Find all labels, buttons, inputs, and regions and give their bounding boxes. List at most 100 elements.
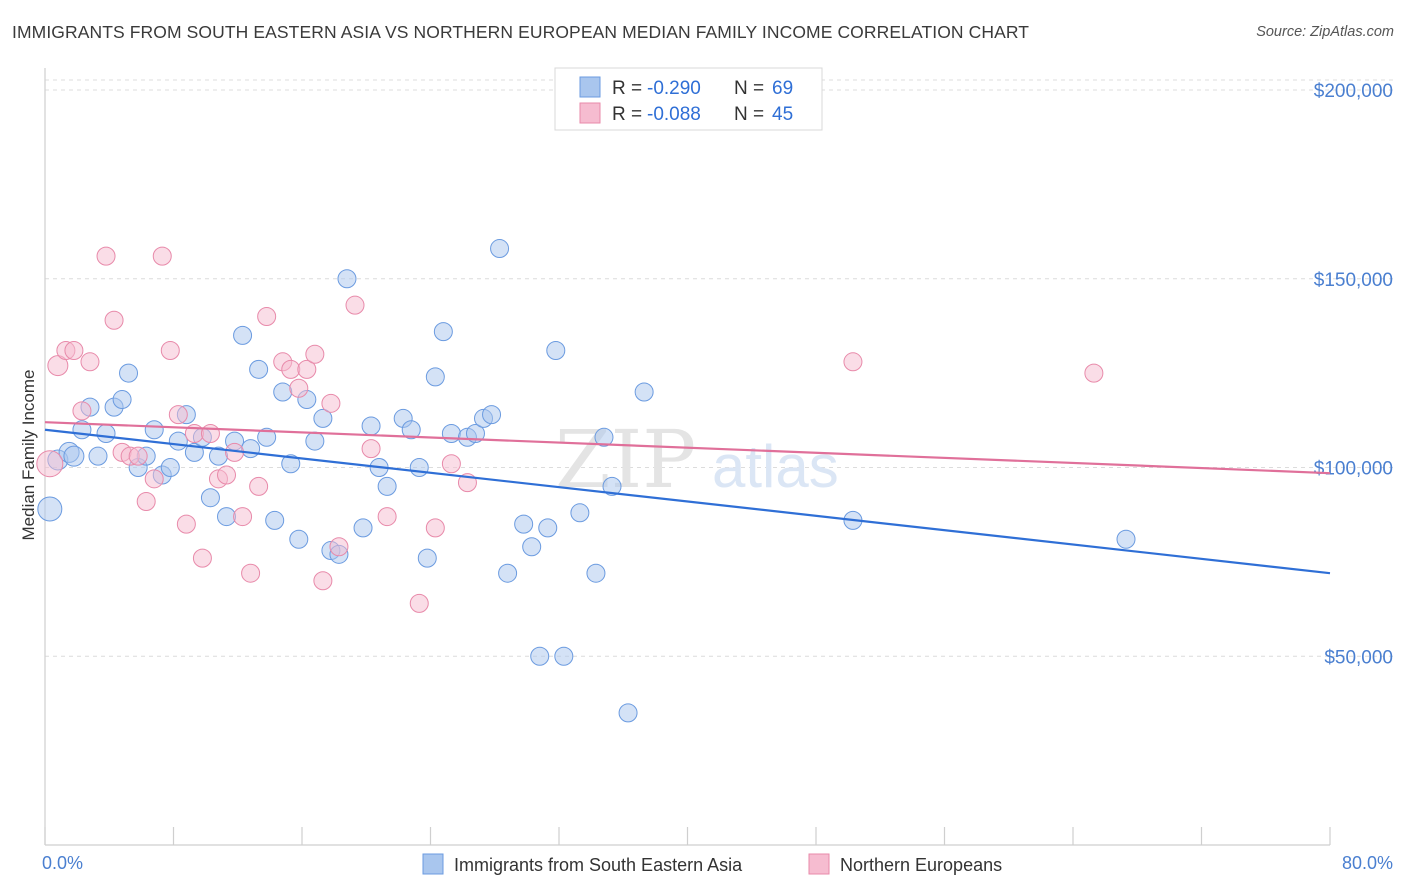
point-series2-26 [257,307,277,326]
point-series1-52 [482,405,502,425]
point-series2-4 [72,401,92,421]
series-legend-swatch-2 [808,853,830,875]
point-series1-57 [530,646,550,666]
point-series2-39 [425,518,445,538]
point-series2-11 [136,491,156,511]
point-series2-23 [233,507,253,527]
point-series2-19 [200,424,220,444]
point-series2-43 [1084,363,1104,383]
point-series1-62 [586,563,606,583]
point-series1-65 [618,703,638,723]
x-tick-label-0: 0.0% [42,853,83,873]
point-series2-5 [80,352,100,372]
series-legend-label-2: Northern Europeans [840,855,1002,875]
legend-r-label-2: R = [612,104,642,125]
point-series1-22 [217,507,237,527]
axes [44,68,1331,846]
point-series1-39 [361,416,381,436]
y-tick-label-3: $200,000 [1314,81,1393,102]
watermark-zip: ZIP [555,413,696,506]
point-series1-45 [417,548,437,568]
point-series1-41 [377,476,397,496]
point-series1-31 [289,529,309,549]
y-tick-label-2: $150,000 [1314,270,1393,291]
point-series1-16 [168,431,188,451]
point-series2-12 [144,469,164,489]
point-series1-9 [112,390,132,410]
point-series1-47 [433,322,453,342]
point-series1-0 [37,496,63,522]
point-series1-34 [313,408,333,428]
point-series1-60 [554,646,574,666]
correlation-legend: R = -0.290 N = 69 R = -0.088 N = 45 [554,67,823,131]
point-series1-26 [249,359,269,379]
point-series2-42 [843,352,863,372]
point-series1-7 [96,424,116,444]
point-series1-63 [594,427,614,447]
point-series2-29 [289,378,309,398]
point-series2-32 [313,571,333,591]
point-series1-59 [546,340,566,360]
point-series2-36 [361,439,381,459]
point-series1-43 [401,420,421,440]
point-series1-38 [353,518,373,538]
legend-r-value-2: -0.088 [647,104,701,125]
point-series2-37 [377,507,397,527]
trend-line-series1 [44,428,1331,575]
point-series1-3 [63,445,85,467]
point-series1-54 [498,563,518,583]
point-series2-24 [241,563,261,583]
watermark: ZIP atlas [555,413,839,506]
point-series2-21 [217,465,237,485]
legend-r-value-1: -0.290 [647,78,701,99]
legend-n-label-2: N = [734,104,764,125]
trend-lines [44,421,1331,575]
y-tick-labels: $50,000 $100,000 $150,000 $200,000 [1314,81,1393,668]
series-legend-swatch-1 [422,853,444,875]
legend-n-label-1: N = [734,78,764,99]
point-series2-3 [64,340,84,360]
point-series1-27 [257,427,277,447]
point-series1-33 [305,431,325,451]
point-series2-18 [192,548,212,568]
point-series1-6 [88,446,108,466]
point-series2-31 [305,344,325,364]
chart-title: IMMIGRANTS FROM SOUTH EASTERN ASIA VS NO… [12,22,1030,42]
watermark-atlas: atlas [712,433,839,500]
point-series2-13 [152,246,172,266]
point-series1-30 [281,454,301,474]
point-series2-0 [36,450,64,478]
point-series2-25 [249,476,269,496]
series-legend-label-1: Immigrants from South Eastern Asia [454,855,743,875]
point-series2-15 [168,405,188,425]
legend-r-label-1: R = [612,78,642,99]
point-series2-6 [96,246,116,266]
point-series1-20 [200,488,220,508]
x-tick-labels: 0.0% 80.0% [42,853,1393,873]
point-series2-28 [281,359,301,379]
trend-line-series2 [44,421,1331,475]
point-series1-58 [538,518,558,538]
point-series2-34 [329,537,349,557]
y-tick-label-1: $100,000 [1314,459,1393,480]
point-series1-37 [337,269,357,289]
point-series1-46 [425,367,445,387]
point-series2-7 [104,310,124,330]
point-series1-48 [441,424,461,444]
legend-swatch-series2 [579,102,601,124]
point-series2-1 [47,355,69,377]
point-series2-16 [176,514,196,534]
legend-n-value-1: 69 [772,78,793,99]
source-note: Source: ZipAtlas.com [1256,24,1394,40]
point-series1-53 [490,239,510,259]
point-series1-64 [602,476,622,496]
point-series1-29 [273,382,293,402]
point-series1-13 [144,420,164,440]
point-series2-10 [128,446,148,466]
point-series1-24 [233,325,253,345]
legend-n-value-2: 45 [772,104,793,125]
point-series2-33 [321,393,341,413]
point-series1-68 [1116,529,1136,549]
point-series1-15 [160,458,180,477]
